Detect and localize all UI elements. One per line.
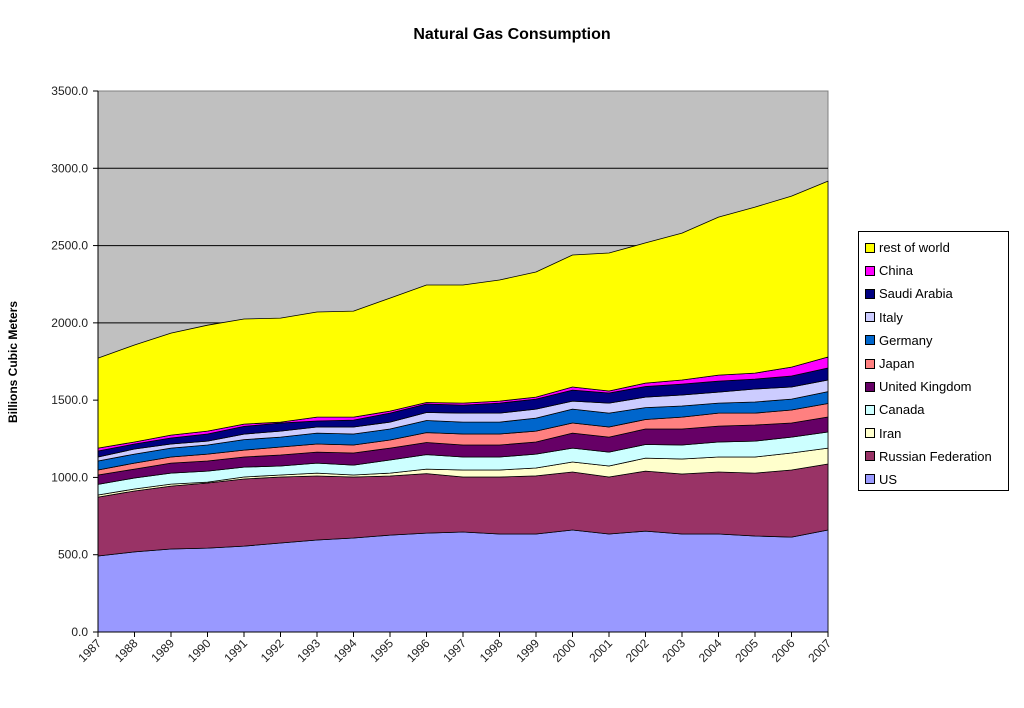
y-tick-label: 2500.0 (51, 239, 88, 253)
x-tick-label: 1988 (112, 636, 141, 665)
legend-item: Japan (859, 352, 1008, 375)
legend-swatch (865, 335, 875, 346)
legend-item: Italy (859, 306, 1008, 329)
legend-item: United Kingdom (859, 375, 1008, 398)
x-tick-label: 1996 (404, 636, 433, 665)
x-tick-label: 1998 (477, 636, 506, 665)
x-tick-label: 1991 (221, 636, 250, 665)
x-tick-label: 1999 (513, 636, 542, 665)
x-tick-label: 2001 (586, 636, 615, 665)
legend-swatch (865, 451, 875, 462)
legend-swatch (865, 242, 875, 253)
legend-item: Canada (859, 398, 1008, 421)
y-tick-label: 500.0 (58, 548, 88, 562)
x-tick-label: 2006 (769, 636, 798, 665)
area-series (97, 180, 829, 633)
legend-swatch (865, 265, 875, 276)
y-tick-label: 1000.0 (51, 470, 88, 484)
legend-label: Iran (879, 425, 902, 441)
legend-label: Germany (879, 332, 933, 348)
x-tick-label: 2002 (623, 636, 652, 665)
legend-swatch (865, 428, 875, 439)
legend-item: rest of world (859, 236, 1008, 259)
legend-swatch (865, 404, 875, 415)
y-tick-label: 1500.0 (51, 393, 88, 407)
legend-item: Germany (859, 329, 1008, 352)
legend-item: China (859, 259, 1008, 282)
legend: rest of world China Saudi Arabia Italy Germa… (858, 231, 1009, 491)
y-tick-label: 2000.0 (51, 316, 88, 330)
legend-label: Russian Federation (879, 448, 992, 464)
legend-swatch (865, 381, 875, 392)
y-tick-label: 0.0 (71, 625, 88, 639)
legend-swatch (865, 312, 875, 323)
x-tick-label: 2005 (732, 636, 761, 665)
y-tick-label: 3500.0 (51, 84, 88, 98)
legend-swatch (865, 474, 875, 485)
legend-label: Saudi Arabia (879, 286, 953, 302)
legend-label: Italy (879, 309, 903, 325)
x-tick-label: 2003 (659, 636, 688, 665)
x-tick-label: 1987 (75, 636, 104, 665)
chart-title: Natural Gas Consumption (413, 26, 611, 43)
legend-item: Saudi Arabia (859, 282, 1008, 305)
legend-label: United Kingdom (879, 379, 972, 395)
x-tick-label: 1997 (440, 636, 469, 665)
area-rest-of-world (97, 180, 829, 449)
legend-item: US (859, 468, 1008, 491)
x-tick-label: 1989 (148, 636, 177, 665)
y-tick-label: 3000.0 (51, 161, 88, 175)
x-tick-label: 1990 (185, 636, 214, 665)
legend-label: US (879, 471, 898, 487)
x-tick-label: 2000 (550, 636, 579, 665)
legend-swatch (865, 288, 875, 299)
legend-swatch (865, 358, 875, 369)
x-tick-label: 2007 (805, 636, 834, 665)
legend-item: Iran (859, 422, 1008, 445)
legend-label: China (879, 263, 913, 279)
legend-item: Russian Federation (859, 445, 1008, 468)
x-tick-label: 1994 (331, 636, 360, 665)
legend-label: rest of world (879, 240, 950, 256)
x-tick-label: 1993 (294, 636, 323, 665)
legend-label: Japan (879, 356, 915, 372)
x-tick-label: 2004 (696, 636, 725, 665)
legend-label: Canada (879, 402, 925, 418)
x-tick-label: 1995 (367, 636, 396, 665)
x-tick-label: 1992 (258, 636, 287, 665)
